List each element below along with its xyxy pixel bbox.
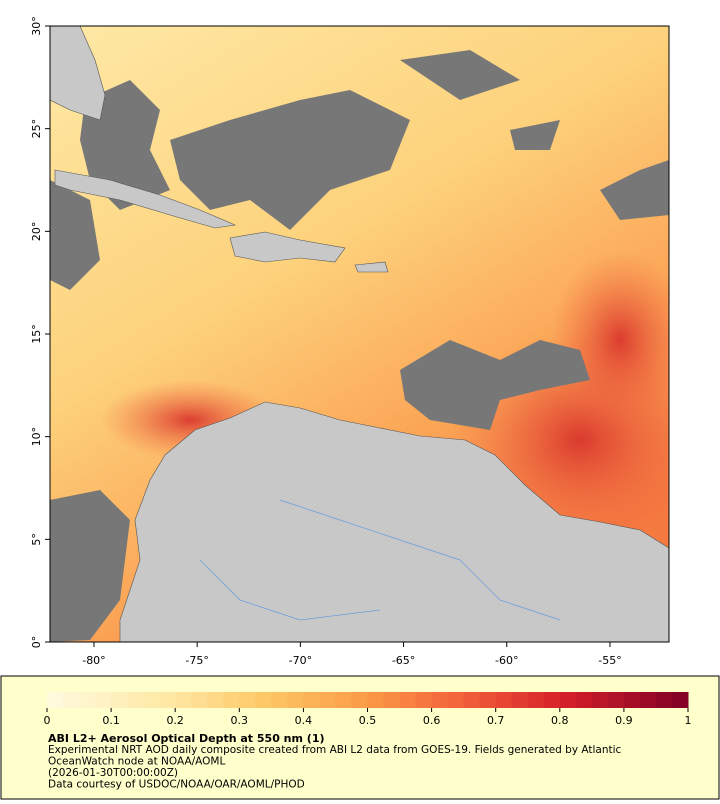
colorbar-swatch [319, 692, 336, 708]
x-tick-label: -65° [392, 654, 415, 667]
colorbar-swatch [111, 692, 128, 708]
legend-title: ABI L2+ Aerosol Optical Depth at 550 nm … [48, 732, 325, 745]
y-tick-label: 10° [30, 427, 43, 447]
colorbar-swatch [495, 692, 513, 708]
y-tick-label: 25° [30, 119, 43, 139]
colorbar-swatch [527, 692, 545, 708]
colorbar-swatch [63, 692, 80, 708]
colorbar-swatch [383, 692, 401, 708]
colorbar-swatch [511, 692, 529, 708]
colorbar-tick-label: 0.1 [102, 714, 120, 727]
colorbar-swatch [127, 692, 144, 708]
y-tick-label: 30° [30, 16, 43, 36]
colorbar-swatch [191, 692, 208, 708]
colorbar-swatch [607, 692, 625, 708]
colorbar-swatch [575, 692, 593, 708]
colorbar-tick-label: 0.2 [166, 714, 184, 727]
colorbar-swatch [223, 692, 240, 708]
colorbar-swatch [431, 692, 449, 708]
colorbar-swatch [271, 692, 288, 708]
colorbar-swatch [447, 692, 465, 708]
colorbar-swatch [207, 692, 224, 708]
y-tick-label: 5° [30, 533, 43, 546]
colorbar-swatch [287, 692, 304, 708]
land [50, 26, 669, 642]
y-tick-label: 15° [30, 324, 43, 344]
legend-note: Experimental NRT AOD daily composite cre… [48, 744, 622, 756]
colorbar-swatch [143, 692, 160, 708]
colorbar-swatch [479, 692, 497, 708]
colorbar-swatch [239, 692, 256, 708]
colorbar-swatch [415, 692, 433, 708]
colorbar-swatch [175, 692, 192, 708]
colorbar-swatch [671, 692, 689, 708]
x-tick-label: -80° [82, 654, 105, 667]
colorbar-swatch [47, 692, 64, 708]
colorbar-tick-label: 1 [685, 714, 692, 727]
aod-high [550, 250, 669, 430]
colorbar-swatch [351, 692, 368, 708]
y-tick-label: 20° [30, 222, 43, 242]
colorbar-swatch [335, 692, 352, 708]
colorbar-tick-label: 0.6 [423, 714, 441, 727]
colorbar-swatch [399, 692, 417, 708]
colorbar-swatch [591, 692, 609, 708]
y-tick-label: 0° [30, 636, 43, 649]
colorbar-swatch [79, 692, 96, 708]
rivers [199, 499, 561, 621]
x-tick-label: -60° [495, 654, 518, 667]
legend-note: (2026-01-30T00:00:00Z) [48, 767, 178, 779]
no-data-clouds [50, 50, 669, 642]
colorbar-tick-label: 0.9 [615, 714, 633, 727]
colorbar-swatch [543, 692, 561, 708]
colorbar-swatch [655, 692, 673, 708]
colorbar-swatch [559, 692, 577, 708]
colorbar-tick-label: 0.3 [231, 714, 249, 727]
colorbar-swatch [639, 692, 657, 708]
legend-note: OceanWatch node at NOAA/AOML [48, 756, 225, 768]
colorbar-swatch [367, 692, 385, 708]
colorbar-tick-label: 0 [44, 714, 51, 727]
colorbar-tick-label: 0.5 [359, 714, 377, 727]
colorbar-swatch [623, 692, 641, 708]
colorbar-tick-label: 0.7 [487, 714, 505, 727]
legend-note: Data courtesy of USDOC/NOAA/OAR/AOML/PHO… [48, 779, 305, 791]
colorbar-swatch [303, 692, 320, 708]
colorbar-tick-label: 0.4 [295, 714, 313, 727]
colorbar-swatch [463, 692, 481, 708]
x-tick-label: -55° [598, 654, 621, 667]
colorbar-swatch [159, 692, 176, 708]
x-tick-label: -75° [185, 654, 208, 667]
colorbar-swatch [95, 692, 112, 708]
colorbar-swatch [255, 692, 272, 708]
map-area [50, 26, 669, 642]
x-tick-label: -70° [289, 654, 312, 667]
colorbar-tick-label: 0.8 [551, 714, 569, 727]
